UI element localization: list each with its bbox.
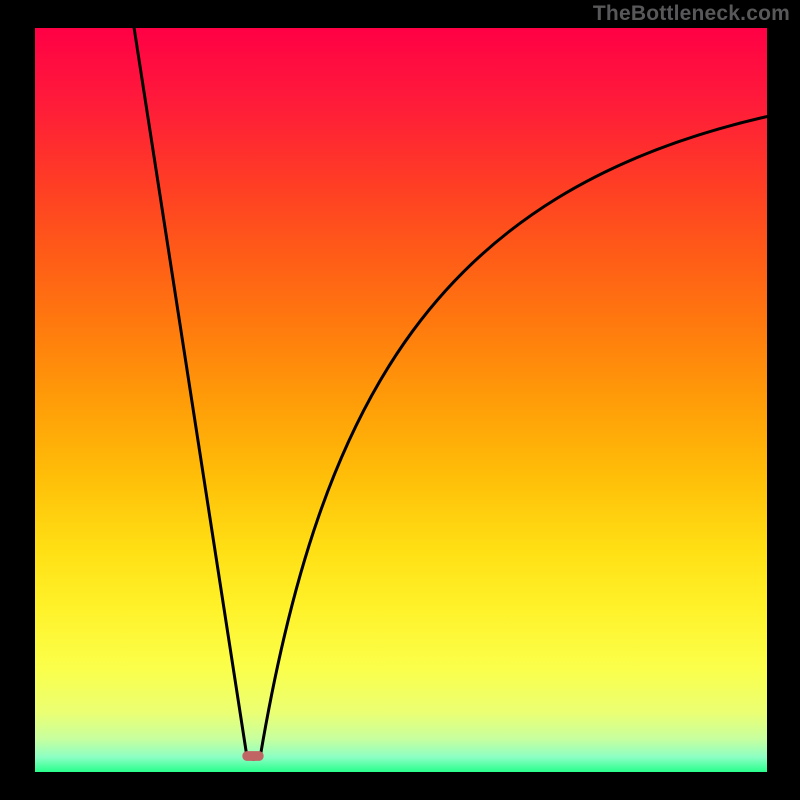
chart-svg — [0, 0, 800, 800]
watermark-text: TheBottleneck.com — [593, 2, 790, 26]
chart-frame: TheBottleneck.com — [0, 0, 800, 800]
plot-background — [35, 28, 767, 772]
minimum-marker — [242, 751, 263, 761]
